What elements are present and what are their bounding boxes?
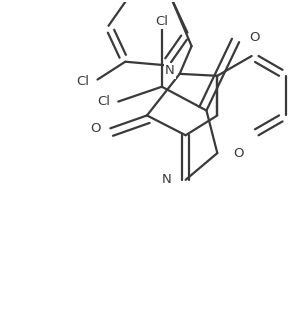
Text: O: O [249, 31, 260, 44]
Text: N: N [162, 173, 172, 186]
Text: Cl: Cl [76, 75, 90, 88]
Text: N: N [165, 64, 175, 78]
Text: O: O [233, 147, 244, 160]
Text: O: O [90, 122, 100, 135]
Text: Cl: Cl [155, 15, 168, 28]
Text: Cl: Cl [97, 95, 110, 108]
